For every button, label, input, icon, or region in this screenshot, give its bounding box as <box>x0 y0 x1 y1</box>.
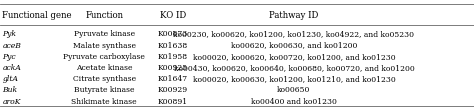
Text: K01958: K01958 <box>158 53 188 61</box>
Text: K00929: K00929 <box>158 86 188 95</box>
Text: Malate synthase: Malate synthase <box>73 42 136 50</box>
Text: aceB: aceB <box>2 42 21 50</box>
Text: Butyrate kinase: Butyrate kinase <box>74 86 135 95</box>
Text: aroK: aroK <box>2 98 21 106</box>
Text: Pyc: Pyc <box>2 53 16 61</box>
Text: ackA: ackA <box>2 64 21 72</box>
Text: Pyk: Pyk <box>2 30 17 38</box>
Text: Citrate synthase: Citrate synthase <box>73 75 136 83</box>
Text: Functional gene: Functional gene <box>2 11 72 20</box>
Text: ko00430, ko00620, ko00640, ko00680, ko00720, and ko01200: ko00430, ko00620, ko00640, ko00680, ko00… <box>173 64 414 72</box>
Text: KO ID: KO ID <box>160 11 186 20</box>
Text: K00873: K00873 <box>158 30 188 38</box>
Text: Shikimate kinase: Shikimate kinase <box>72 98 137 106</box>
Text: ko00400 and ko01230: ko00400 and ko01230 <box>251 98 337 106</box>
Text: ko00620, ko00630, and ko01200: ko00620, ko00630, and ko01200 <box>231 42 357 50</box>
Text: ko00230, ko00620, ko01200, ko01230, ko04922, and ko05230: ko00230, ko00620, ko01200, ko01230, ko04… <box>173 30 414 38</box>
Text: K00925: K00925 <box>158 64 188 72</box>
Text: Pyruvate kinase: Pyruvate kinase <box>74 30 135 38</box>
Text: Function: Function <box>85 11 123 20</box>
Text: K00891: K00891 <box>158 98 188 106</box>
Text: ko00020, ko00620, ko00720, ko01200, and ko01230: ko00020, ko00620, ko00720, ko01200, and … <box>192 53 395 61</box>
Text: Buk: Buk <box>2 86 18 95</box>
Text: ko00020, ko00630, ko01200, ko01210, and ko01230: ko00020, ko00630, ko01200, ko01210, and … <box>192 75 395 83</box>
Text: gltA: gltA <box>2 75 18 83</box>
Text: Pathway ID: Pathway ID <box>269 11 319 20</box>
Text: Acetate kinase: Acetate kinase <box>76 64 133 72</box>
Text: K01647: K01647 <box>158 75 188 83</box>
Text: K01638: K01638 <box>158 42 188 50</box>
Text: ko00650: ko00650 <box>277 86 310 95</box>
Text: Pyruvate carboxylase: Pyruvate carboxylase <box>64 53 145 61</box>
